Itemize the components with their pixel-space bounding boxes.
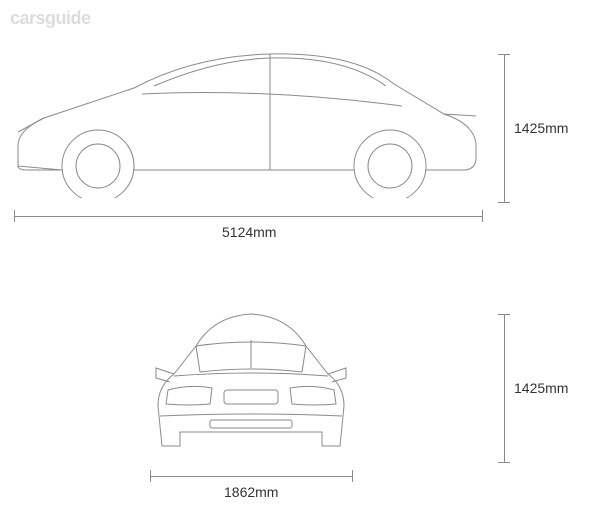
- car-front-svg: [150, 308, 352, 458]
- car-side-svg: [14, 48, 482, 198]
- side-length-bracket-h: [14, 216, 482, 217]
- side-length-bracket-r: [482, 210, 483, 222]
- front-height-bracket-bot: [498, 462, 510, 463]
- side-length-label: 5124mm: [222, 224, 276, 240]
- side-view-diagram: [14, 48, 482, 198]
- side-height-bracket-top: [498, 54, 510, 55]
- watermark-text: carsguide: [10, 8, 91, 29]
- front-width-bracket-r: [352, 470, 353, 482]
- front-view-diagram: [150, 308, 352, 458]
- front-width-bracket-l: [150, 470, 151, 482]
- side-length-bracket-l: [14, 210, 15, 222]
- side-height-label: 1425mm: [514, 120, 568, 136]
- side-height-bracket-bot: [498, 202, 510, 203]
- front-height-bracket-top: [498, 314, 510, 315]
- front-height-label: 1425mm: [514, 380, 568, 396]
- front-height-bracket-v: [504, 314, 505, 462]
- front-width-label: 1862mm: [224, 484, 278, 500]
- side-height-bracket-v: [504, 54, 505, 202]
- front-width-bracket-h: [150, 476, 352, 477]
